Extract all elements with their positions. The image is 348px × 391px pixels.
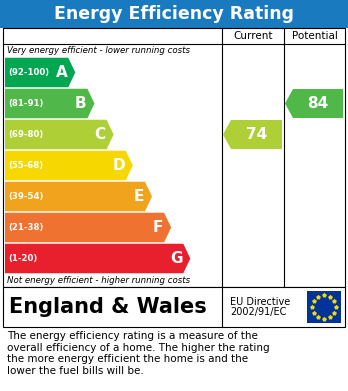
Text: Not energy efficient - higher running costs: Not energy efficient - higher running co… <box>7 276 190 285</box>
Text: F: F <box>153 220 163 235</box>
Polygon shape <box>5 120 114 149</box>
Text: 84: 84 <box>307 96 329 111</box>
Text: 74: 74 <box>246 127 267 142</box>
Polygon shape <box>285 89 343 118</box>
Text: (21-38): (21-38) <box>8 223 44 232</box>
Polygon shape <box>5 213 171 242</box>
Text: 2002/91/EC: 2002/91/EC <box>230 307 286 317</box>
Text: A: A <box>56 65 67 80</box>
Polygon shape <box>5 244 190 273</box>
Text: Very energy efficient - lower running costs: Very energy efficient - lower running co… <box>7 46 190 55</box>
Text: (1-20): (1-20) <box>8 254 37 263</box>
Bar <box>3 287 345 327</box>
Text: The energy efficiency rating is a measure of the
overall efficiency of a home. T: The energy efficiency rating is a measur… <box>7 331 270 376</box>
Text: Current: Current <box>233 31 273 41</box>
Text: (55-68): (55-68) <box>8 161 43 170</box>
Text: E: E <box>134 189 144 204</box>
Text: EU Directive: EU Directive <box>230 297 290 307</box>
Text: D: D <box>112 158 125 173</box>
Text: (92-100): (92-100) <box>8 68 49 77</box>
Text: Potential: Potential <box>292 31 338 41</box>
Polygon shape <box>5 151 133 180</box>
Polygon shape <box>5 89 94 118</box>
Bar <box>3 28 345 287</box>
Text: (81-91): (81-91) <box>8 99 44 108</box>
Text: B: B <box>75 96 86 111</box>
Polygon shape <box>223 120 282 149</box>
Text: G: G <box>170 251 182 266</box>
Text: England & Wales: England & Wales <box>9 297 207 317</box>
Text: (39-54): (39-54) <box>8 192 44 201</box>
Bar <box>0 0 348 28</box>
Text: Energy Efficiency Rating: Energy Efficiency Rating <box>54 5 294 23</box>
Text: C: C <box>95 127 106 142</box>
Polygon shape <box>5 182 152 211</box>
Bar <box>307 291 341 323</box>
Polygon shape <box>5 58 75 87</box>
Text: (69-80): (69-80) <box>8 130 43 139</box>
